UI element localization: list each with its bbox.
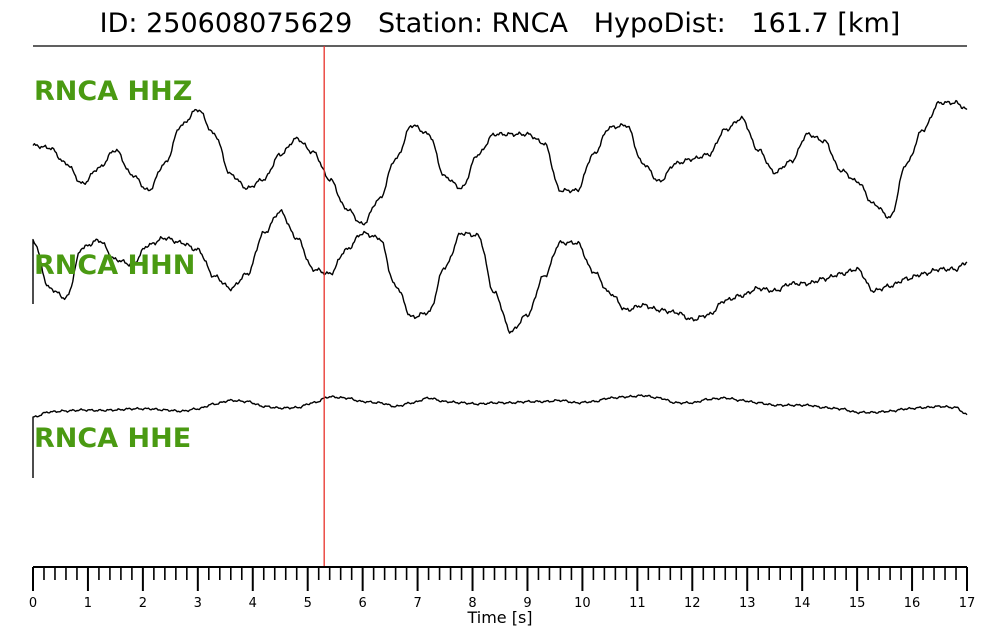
x-tick-label: 4 [249,596,257,611]
x-tick-label: 16 [904,596,921,611]
channel-label: RNCA HHZ [34,76,192,107]
chart-title: ID: 250608075629 Station: RNCA HypoDist:… [99,8,901,39]
x-tick-label: 5 [304,596,312,611]
trace-rnca-hhn [32,209,968,334]
x-tick-label: 0 [29,596,37,611]
channel-label: RNCA HHE [34,423,191,454]
trace-rnca-hhe [32,394,968,478]
x-axis-title: Time [s] [466,608,532,627]
x-tick-label: 9 [523,596,531,611]
x-tick-label: 11 [629,596,646,611]
channel-labels-layer: RNCA HHZ RNCA HHN RNCA HHE [34,76,195,454]
x-tick-label: 6 [359,596,367,611]
x-tick-label: 8 [468,596,476,611]
x-tick-label: 10 [574,596,591,611]
x-tick-label: 3 [194,596,202,611]
x-tick-label: 14 [794,596,811,611]
x-tick-label: 1 [84,596,92,611]
x-tick-label: 13 [739,596,756,611]
x-tick-label: 15 [849,596,866,611]
x-tick-label: 7 [413,596,421,611]
x-tick-label: 2 [139,596,147,611]
traces-layer [32,46,968,567]
channel-label: RNCA HHN [34,250,195,281]
x-tick-label: 17 [959,596,976,611]
trace-rnca-hhz [32,99,968,226]
x-tick-label: 12 [684,596,701,611]
